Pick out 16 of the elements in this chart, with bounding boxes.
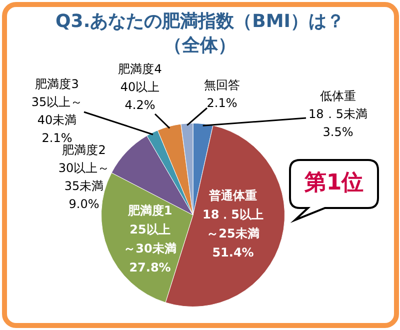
slice-label: 低体重18．5未満 [308, 89, 368, 122]
data-label: 3.5% [322, 125, 354, 140]
slice-label: 肥満度335以上～40未満 [31, 77, 83, 128]
slice-label: 無回答 [204, 78, 240, 92]
text: 第1位 [303, 170, 364, 196]
chart-title: Q3.あなたの肥満指数（BMI）は？（全体） [54, 10, 346, 58]
slice-label: 普通体重18．5以上～25未満 [202, 188, 264, 241]
slice-label: 肥満度440以上 [118, 62, 162, 94]
slice-label: 肥満度125以上～30未満 [124, 204, 176, 256]
slice-label: 肥満度230以上～35未満 [58, 143, 110, 194]
data-label: 4.2% [124, 98, 156, 112]
data-label: 2.1% [42, 131, 72, 146]
data-label: 51.4% [212, 246, 254, 260]
data-label: 9.0% [68, 197, 100, 212]
data-label: 27.8% [129, 260, 171, 275]
data-label: 2.1% [206, 96, 238, 110]
